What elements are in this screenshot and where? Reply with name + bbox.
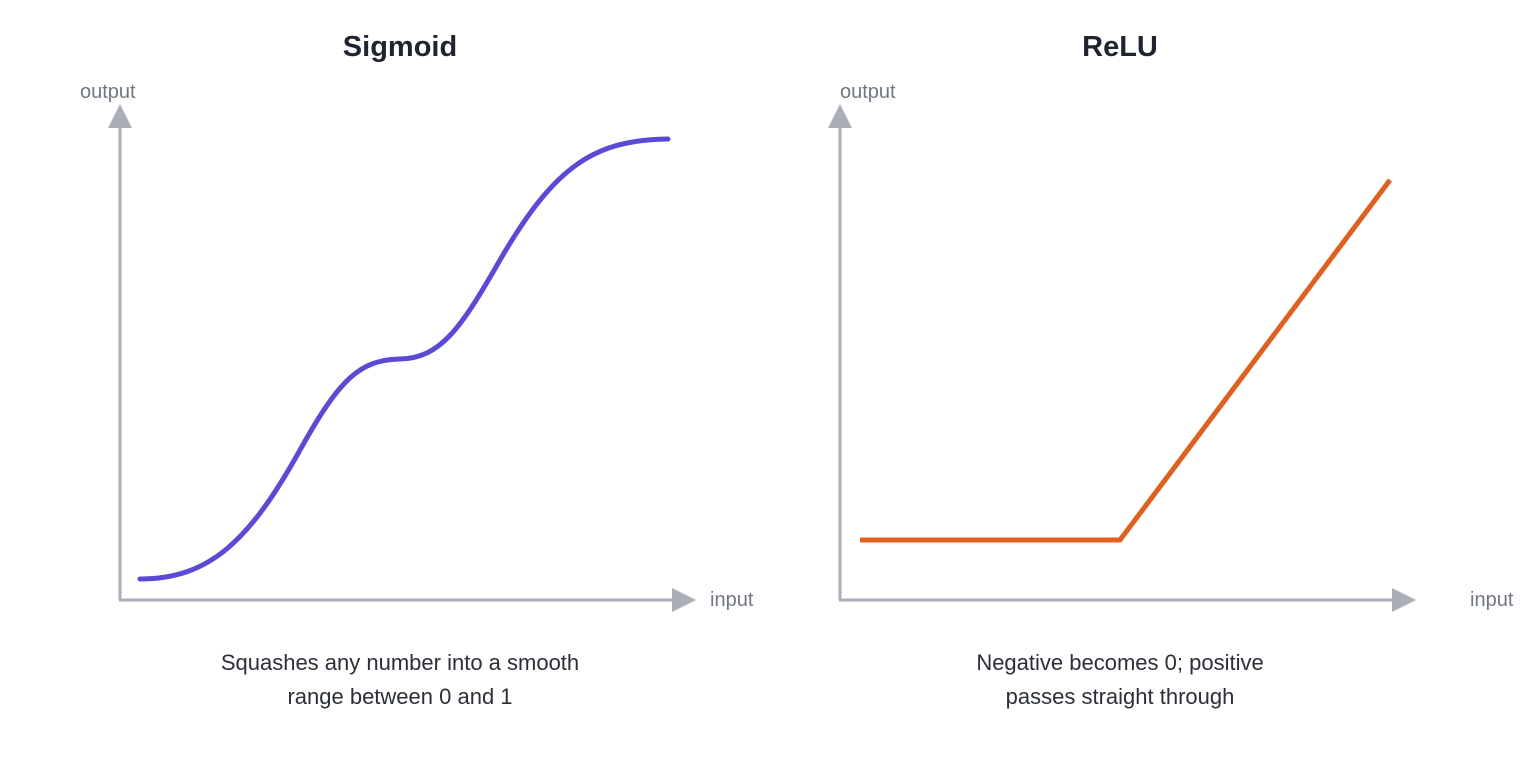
sigmoid-plot: [108, 104, 696, 612]
relu-title: ReLU: [1082, 31, 1158, 63]
sigmoid-curve: [137, 136, 671, 582]
relu-plot: [828, 104, 1416, 612]
relu-x-axis-arrow: [1392, 588, 1416, 612]
relu-y-axis-arrow: [828, 104, 852, 128]
sigmoid-y-axis-label: output: [80, 81, 136, 103]
sigmoid-caption-line1: Squashes any number into a smooth: [220, 650, 580, 675]
sigmoid-panel: Sigmoid output input Squashes any number…: [80, 31, 754, 714]
relu-panel: ReLU output input Negative becomes 0; po…: [760, 0, 1520, 760]
relu-caption-line1: Negative becomes 0; positive: [976, 650, 1264, 675]
relu-caption-line2: passes straight through: [1005, 684, 1235, 709]
sigmoid-x-axis-arrow: [672, 588, 696, 612]
sigmoid-caption: Squashes any number into a smooth range …: [140, 646, 660, 714]
relu-caption: Negative becomes 0; positive passes stra…: [860, 646, 1380, 714]
relu-y-axis-label: output: [840, 81, 896, 103]
relu-curve: [860, 178, 1392, 543]
sigmoid-title: Sigmoid: [342, 31, 458, 63]
relu-x-axis-label: input: [1470, 589, 1514, 611]
sigmoid-caption-line2: range between 0 and 1: [287, 684, 513, 709]
sigmoid-x-axis-label: input: [710, 589, 754, 611]
sigmoid-y-axis-arrow: [108, 104, 132, 128]
